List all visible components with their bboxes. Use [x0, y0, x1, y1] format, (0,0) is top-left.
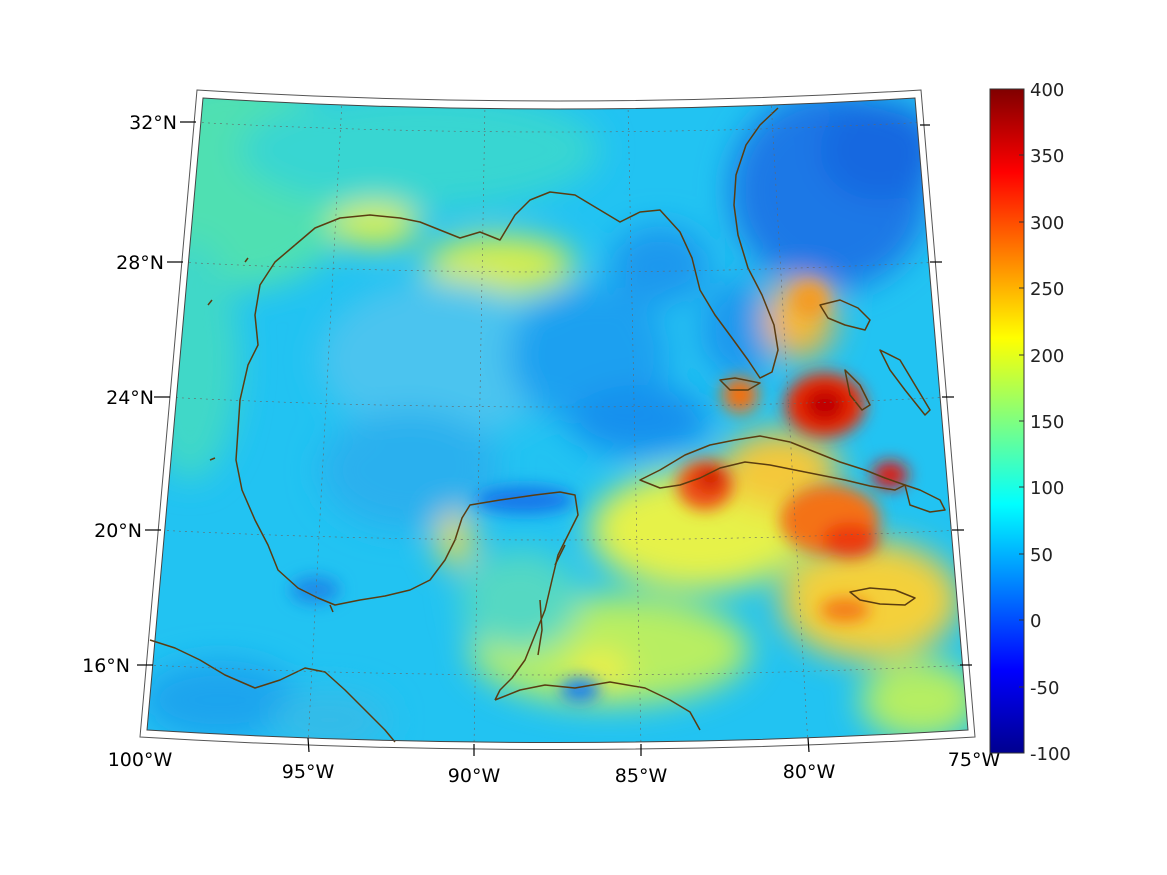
lat-label-28n: 28°N [116, 252, 164, 274]
lon-label-80w: 80°W [783, 761, 836, 783]
lon-label-75w: 75°W [948, 749, 1001, 771]
colorbar-tick-minus50: -50 [1030, 678, 1059, 699]
lon-label-90w: 90°W [448, 765, 501, 787]
data-field [147, 98, 968, 743]
coastline-pacific [149, 639, 396, 743]
lat-label-20n: 20°N [94, 520, 142, 542]
lon-label-95w: 95°W [282, 761, 335, 783]
lat-label-16n: 16°N [82, 655, 130, 677]
colorbar-gradient [989, 88, 1025, 754]
axis-ticks [137, 121, 972, 756]
colorbar-tick-0: 0 [1030, 611, 1041, 632]
lon-label-85w: 85°W [615, 765, 668, 787]
colorbar-tick-100: 100 [1030, 478, 1064, 499]
colorbar-tick-300: 300 [1030, 213, 1064, 234]
colorbar-tick-250: 250 [1030, 279, 1064, 300]
colorbar-tick-50: 50 [1030, 545, 1053, 566]
lat-label-24n: 24°N [106, 387, 154, 409]
colorbar-tick-150: 150 [1030, 412, 1064, 433]
graticule [147, 99, 968, 743]
colorbar: 400 350 300 250 200 150 100 50 0 -50 -10… [989, 80, 1071, 765]
lat-label-32n: 32°N [129, 112, 177, 134]
colorbar-tick-350: 350 [1030, 146, 1064, 167]
coastline-cuba [639, 435, 906, 491]
lon-label-100w: 100°W [108, 749, 173, 771]
colorbar-tick-400: 400 [1030, 80, 1064, 101]
colorbar-tick-minus100: -100 [1030, 744, 1071, 765]
coastline-gulf [294, 107, 779, 379]
coastlines [149, 107, 946, 743]
map-panel: 32°N 28°N 24°N 20°N 16°N 100°W 95°W 90°W… [82, 89, 1001, 787]
map-frame [146, 97, 969, 743]
colorbar-tick-200: 200 [1030, 346, 1064, 367]
